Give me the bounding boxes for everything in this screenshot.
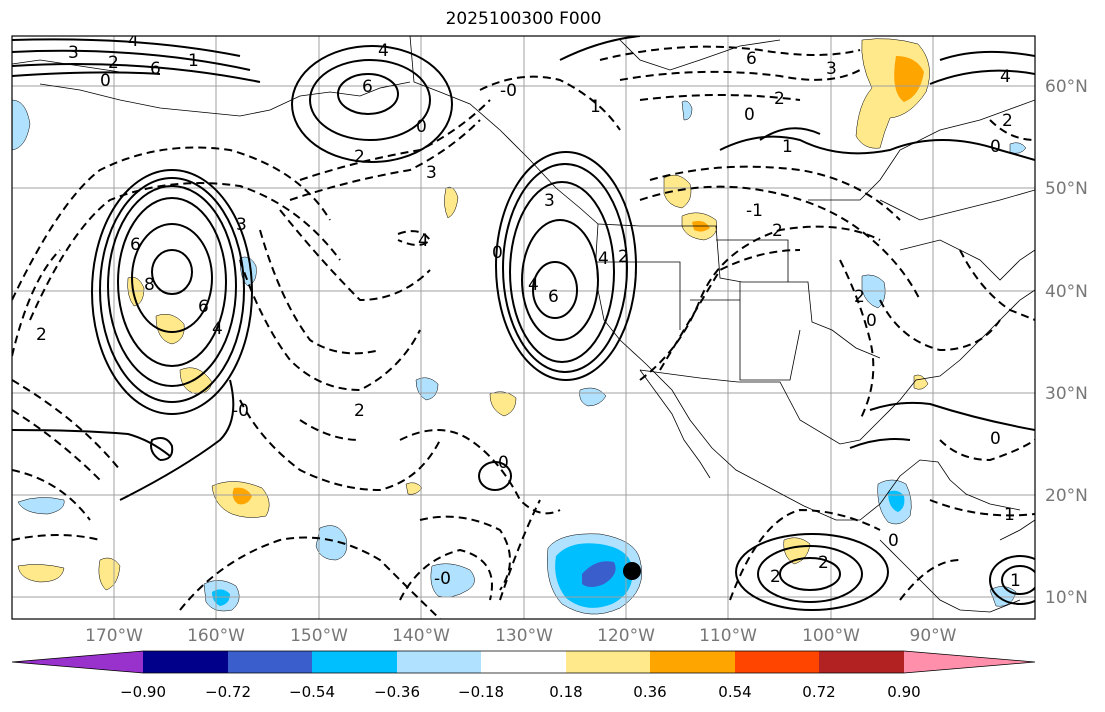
contour-label: 2 — [772, 221, 783, 241]
colorbar-segment — [143, 651, 228, 673]
contour-labels: 3 4 2 6 1 0 -0 1 4 6 2 3 0 4 6 2 -0 8 6 … — [36, 31, 1021, 591]
colorbar-tick-label: −0.54 — [289, 683, 335, 701]
colorbar-tick-label: 0.18 — [549, 683, 583, 701]
contour-label: 0 — [498, 453, 509, 473]
lon-label: 90°W — [909, 626, 957, 646]
colorbar-outline — [11, 650, 1036, 674]
lon-label: 100°W — [802, 626, 860, 646]
contour-label: 1 — [590, 97, 601, 117]
contour-label: 4 — [212, 319, 223, 339]
contour-label: 2 — [618, 247, 629, 267]
contour-label: 4 — [378, 41, 389, 61]
colorbar-tick-label: −0.36 — [374, 683, 420, 701]
contour-label: 0 — [416, 117, 427, 137]
contour-label: 0 — [990, 137, 1001, 157]
colorbar-segment — [397, 651, 481, 673]
colorbar-segment — [735, 651, 819, 673]
contour-label: 1 — [1004, 505, 1015, 525]
contour-label: 2 — [1002, 111, 1013, 131]
colorbar-segment — [228, 651, 312, 673]
contour-label: -0 — [232, 401, 249, 421]
contour-label: 2 — [774, 89, 785, 109]
lat-label: 60°N — [1045, 77, 1088, 97]
contour-label: 2 — [354, 401, 365, 421]
contour-label: 3 — [236, 215, 247, 235]
contour-label: 0 — [990, 429, 1001, 449]
colorbar-tick-label: −0.90 — [120, 683, 166, 701]
contour-label: 4 — [528, 275, 539, 295]
contour-label: 6 — [362, 77, 373, 97]
colorbar-tick-label: −0.18 — [458, 683, 504, 701]
storm-marker — [623, 562, 641, 580]
contour-label: 3 — [544, 191, 555, 211]
colorbar — [11, 650, 1036, 674]
contour-label: 1 — [188, 51, 199, 71]
contour-label: 0 — [888, 531, 899, 551]
contour-label: 1 — [1010, 571, 1021, 591]
contour-label: 4 — [418, 231, 429, 251]
contour-label: 6 — [746, 49, 757, 69]
contour-label: 6 — [198, 297, 209, 317]
contour-label: 3 — [426, 163, 437, 183]
contour-label: 2 — [818, 553, 829, 573]
negative-contours — [12, 45, 1035, 619]
colorbar-segment — [904, 651, 1035, 673]
colorbar-tick-label: 0.90 — [887, 683, 921, 701]
contour-label: 0 — [744, 105, 755, 125]
shaded-anomalies — [12, 38, 1027, 615]
contour-label: -0 — [434, 569, 451, 589]
contour-label: 4 — [598, 249, 609, 269]
contour-label: 0 — [866, 311, 877, 331]
lat-label: 50°N — [1045, 179, 1088, 199]
contour-label: 2 — [354, 147, 365, 167]
lon-label: 120°W — [597, 626, 655, 646]
colorbar-segment — [481, 651, 566, 673]
lon-label: 130°W — [495, 626, 553, 646]
contour-label: 2 — [854, 287, 865, 307]
colorbar-tick-label: −0.72 — [205, 683, 251, 701]
map-frame — [11, 35, 1036, 620]
colorbar-segment — [650, 651, 735, 673]
coastlines — [12, 36, 1035, 613]
lon-label: 110°W — [699, 626, 757, 646]
lat-label: 10°N — [1045, 588, 1088, 608]
contour-label: 3 — [826, 59, 837, 79]
positive-contours — [12, 36, 1035, 611]
colorbar-segment — [12, 651, 143, 673]
contour-label: 0 — [492, 243, 503, 263]
contour-label: 6 — [548, 287, 559, 307]
colorbar-tick-label: 0.72 — [802, 683, 836, 701]
contour-label: 2 — [108, 53, 119, 73]
contour-label: 3 — [68, 43, 79, 63]
contour-label: -0 — [500, 81, 517, 101]
contour-label: 1 — [782, 137, 793, 157]
lat-label: 30°N — [1045, 384, 1088, 404]
contour-label: 2 — [770, 567, 781, 587]
contour-label: 4 — [128, 31, 139, 51]
contour-label: 4 — [1000, 67, 1011, 87]
contour-label: 0 — [100, 71, 111, 91]
contour-label: 6 — [130, 235, 141, 255]
contour-label: 8 — [144, 275, 155, 295]
plot-title: 2025100300 F000 — [445, 9, 602, 29]
contour-label: 6 — [150, 59, 161, 79]
lon-label: 160°W — [187, 626, 245, 646]
colorbar-segment — [566, 651, 650, 673]
colorbar-segment — [312, 651, 397, 673]
contour-label: 2 — [36, 325, 47, 345]
lon-label: 150°W — [290, 626, 348, 646]
lon-label: 170°W — [85, 626, 143, 646]
lon-label: 140°W — [392, 626, 450, 646]
colorbar-tick-label: 0.36 — [633, 683, 667, 701]
colorbar-tick-label: 0.54 — [718, 683, 752, 701]
lat-label: 40°N — [1045, 282, 1088, 302]
contour-label: -1 — [746, 201, 763, 221]
lat-label: 20°N — [1045, 486, 1088, 506]
colorbar-segment — [819, 651, 904, 673]
